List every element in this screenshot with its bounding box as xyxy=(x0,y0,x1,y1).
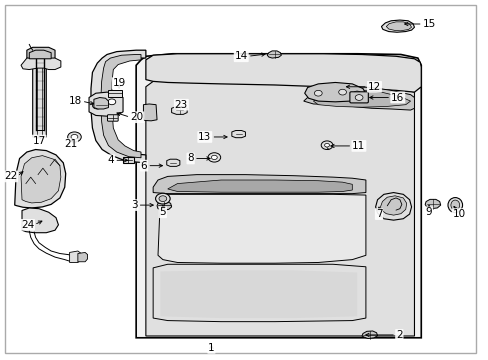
Polygon shape xyxy=(157,202,171,210)
Polygon shape xyxy=(231,131,245,138)
Circle shape xyxy=(314,90,322,96)
Circle shape xyxy=(324,143,329,147)
Ellipse shape xyxy=(447,198,462,213)
Text: 2: 2 xyxy=(395,330,402,340)
Text: 1: 1 xyxy=(208,343,214,353)
Polygon shape xyxy=(29,50,51,59)
Polygon shape xyxy=(145,54,421,92)
Circle shape xyxy=(207,153,220,162)
Polygon shape xyxy=(78,252,87,262)
Text: 20: 20 xyxy=(130,112,143,122)
Circle shape xyxy=(352,91,360,97)
Text: 6: 6 xyxy=(141,161,147,171)
Polygon shape xyxy=(380,196,406,215)
Text: 22: 22 xyxy=(4,171,17,181)
Polygon shape xyxy=(69,251,81,262)
Polygon shape xyxy=(27,47,55,60)
Polygon shape xyxy=(375,193,411,220)
Polygon shape xyxy=(171,107,187,114)
Circle shape xyxy=(92,102,102,109)
Polygon shape xyxy=(304,82,365,102)
Text: 10: 10 xyxy=(452,209,465,219)
Circle shape xyxy=(321,141,332,149)
Polygon shape xyxy=(381,20,414,32)
Text: 8: 8 xyxy=(187,153,194,163)
Polygon shape xyxy=(153,175,365,194)
Text: 18: 18 xyxy=(68,96,81,106)
Text: 9: 9 xyxy=(425,207,431,217)
Ellipse shape xyxy=(450,200,459,210)
FancyBboxPatch shape xyxy=(123,157,133,163)
Polygon shape xyxy=(166,159,180,166)
Text: 14: 14 xyxy=(234,51,247,61)
Circle shape xyxy=(38,172,50,181)
Text: 11: 11 xyxy=(351,141,365,151)
Polygon shape xyxy=(313,90,410,107)
Text: 13: 13 xyxy=(198,132,211,142)
Text: 5: 5 xyxy=(159,207,166,217)
Text: 3: 3 xyxy=(131,200,137,210)
FancyBboxPatch shape xyxy=(107,115,118,121)
Text: 17: 17 xyxy=(32,136,45,145)
Circle shape xyxy=(155,193,170,204)
Text: 24: 24 xyxy=(21,220,34,230)
Circle shape xyxy=(211,155,217,159)
Circle shape xyxy=(67,132,81,142)
Text: 4: 4 xyxy=(107,155,114,165)
Polygon shape xyxy=(267,51,281,58)
Polygon shape xyxy=(101,54,141,158)
Polygon shape xyxy=(89,92,123,116)
FancyBboxPatch shape xyxy=(349,92,367,103)
Text: 19: 19 xyxy=(112,78,125,88)
Text: 15: 15 xyxy=(422,19,435,29)
Polygon shape xyxy=(136,54,421,338)
Text: 23: 23 xyxy=(174,100,187,110)
Polygon shape xyxy=(361,331,377,338)
Text: 7: 7 xyxy=(375,209,382,219)
Polygon shape xyxy=(167,180,351,192)
Polygon shape xyxy=(33,54,46,138)
Circle shape xyxy=(159,196,166,202)
Circle shape xyxy=(46,185,56,193)
FancyBboxPatch shape xyxy=(108,90,122,97)
Text: 16: 16 xyxy=(390,93,404,103)
Text: 21: 21 xyxy=(64,139,77,149)
Polygon shape xyxy=(153,264,365,321)
Text: 12: 12 xyxy=(367,82,380,92)
Polygon shape xyxy=(303,87,414,110)
Circle shape xyxy=(23,177,41,190)
Polygon shape xyxy=(22,208,58,233)
Polygon shape xyxy=(158,194,365,263)
Polygon shape xyxy=(21,58,61,69)
Polygon shape xyxy=(386,22,411,31)
Polygon shape xyxy=(143,104,157,121)
Polygon shape xyxy=(21,156,61,203)
Circle shape xyxy=(71,134,78,139)
Polygon shape xyxy=(91,50,145,163)
Polygon shape xyxy=(145,78,414,336)
Polygon shape xyxy=(160,270,356,318)
Circle shape xyxy=(108,99,116,105)
Circle shape xyxy=(354,95,362,100)
Polygon shape xyxy=(15,149,65,208)
Polygon shape xyxy=(94,98,108,109)
Circle shape xyxy=(338,89,346,95)
Polygon shape xyxy=(424,199,440,209)
